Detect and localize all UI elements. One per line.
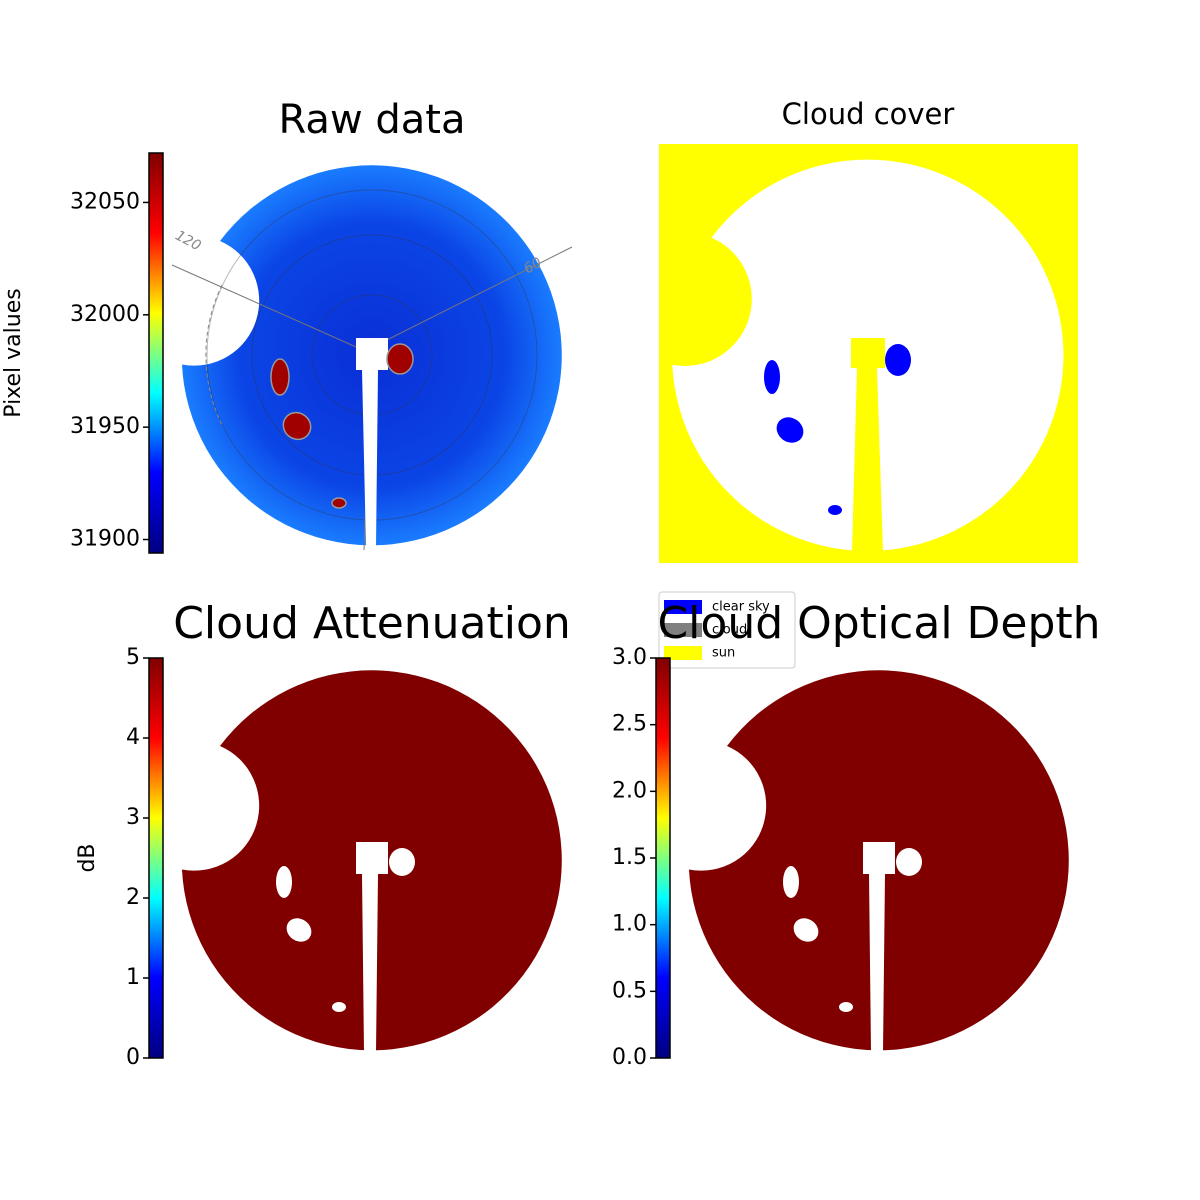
colorbar-tick-label: 31900 [70,527,140,552]
cloud-blobs [270,343,414,509]
colorbar-tick-label: 2 [126,885,140,910]
colorbar-tick-label: 1.0 [612,912,647,937]
cloud-cover-image [659,144,1078,563]
clear-sky-blobs [764,344,911,515]
masked-areas [783,842,922,1052]
colorbar [148,657,164,1059]
colorbar-tick-label: 0.0 [612,1045,647,1070]
colorbar-tick-label: 3.0 [612,645,647,670]
colorbar-tick-label: 2.0 [612,778,647,803]
colorbar-tick-label: 3 [126,805,140,830]
colorbar-tick-label: 32000 [70,302,140,327]
colorbar-tick-label: 2.5 [612,712,647,737]
sun-block [851,338,885,368]
colorbar-label: Pixel values [1,288,26,417]
sun-arm [852,368,883,552]
sun-block [356,338,388,370]
attenuation-image [182,670,562,1052]
legend-swatch [664,600,702,614]
colorbar [148,152,164,554]
colorbar-tick-label: 1.5 [612,845,647,870]
panel-title: Cloud Attenuation [173,598,571,649]
optical-depth-image [689,670,1069,1052]
colorbar-tick-label: 0.5 [612,978,647,1003]
polar-arc [205,284,223,426]
colorbar-label: dB [75,843,100,872]
colorbar-tick-label: 5 [126,645,140,670]
sun-arm [362,370,378,547]
colorbar-tick-label: 0 [126,1045,140,1070]
legend-swatch [664,646,702,660]
legend-swatch [664,623,702,637]
polar-annotation: 120 [172,228,203,255]
panel-title: Cloud Optical Depth [657,598,1100,649]
legend-label: cloud [712,623,747,638]
colorbar-tick-label: 4 [126,725,140,750]
colorbar-tick-label: 32050 [70,189,140,214]
raw-image [171,165,573,551]
panel-title: Raw data [279,97,466,143]
legend-label: sun [712,646,735,661]
masked-areas [276,842,415,1052]
panel-title: Cloud cover [782,97,955,131]
colorbar [655,657,671,1059]
polar-annotation: 60 [521,255,545,278]
colorbar-tick-label: 1 [126,965,140,990]
colorbar-tick-label: 31950 [70,414,140,439]
legend-label: clear sky [712,600,770,615]
